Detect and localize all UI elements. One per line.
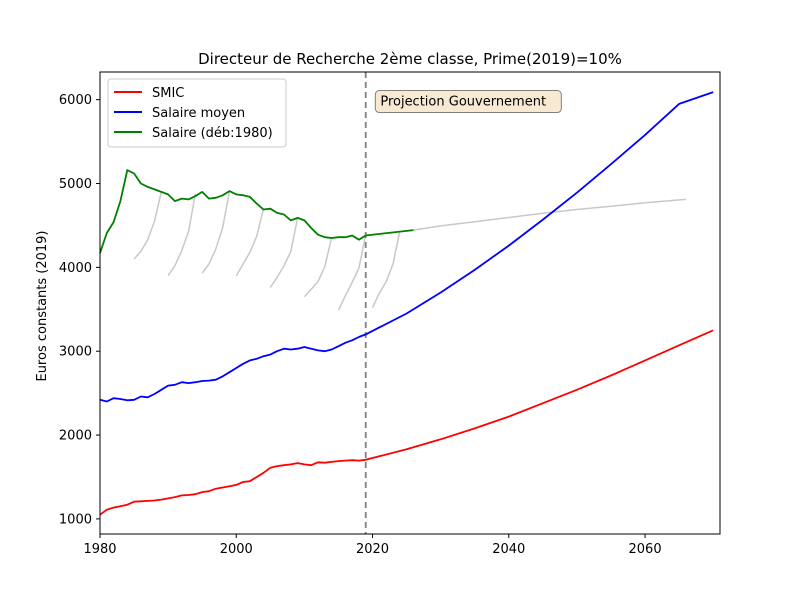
- legend-box: [107, 78, 287, 148]
- chart-title: Directeur de Recherche 2ème classe, Prim…: [198, 50, 622, 68]
- x-tick-label: 2020: [356, 542, 389, 557]
- x-tick-label: 1980: [83, 542, 116, 557]
- legend: SMIC Salaire moyen Salaire (déb:1980): [107, 78, 287, 148]
- annotation-text: Projection Gouvernement: [380, 95, 546, 110]
- gray-trajectory-line: [133, 191, 163, 260]
- y-tick-label: 3000: [59, 345, 92, 360]
- y-tick-label: 1000: [59, 512, 92, 527]
- series-line-salaire-d-b-1980: [99, 169, 414, 254]
- x-tick-label: 2060: [629, 542, 662, 557]
- annotation-box: [374, 90, 562, 114]
- y-tick-label: 5000: [59, 177, 92, 192]
- gray-trajectory-line: [413, 198, 686, 231]
- x-tick-label: 2000: [220, 542, 253, 557]
- series-line-smic: [99, 329, 714, 516]
- gray-trajectory-line: [235, 208, 265, 277]
- gray-trajectory-line: [269, 217, 299, 288]
- series-line-salaire-moyen: [99, 91, 714, 403]
- plot-area: Projection Gouvernement: [99, 72, 714, 534]
- y-tick-label: 6000: [59, 93, 92, 108]
- gray-trajectory-line: [201, 190, 231, 274]
- y-tick-label: 4000: [59, 261, 92, 276]
- gray-trajectory-line: [303, 237, 333, 298]
- gray-trajectory-line: [337, 234, 367, 311]
- legend-label: Salaire moyen: [152, 106, 245, 121]
- axes-frame: [99, 71, 721, 535]
- gray-trajectory-line: [371, 231, 401, 308]
- gray-trajectory-line: [167, 193, 197, 277]
- axes: 1980 2000 2020 2040 2060 1000 2000 3000 4000 5000…: [59, 71, 721, 557]
- y-tick-label: 2000: [59, 429, 92, 444]
- legend-label: Salaire (déb:1980): [152, 126, 273, 141]
- legend-label: SMIC: [152, 86, 184, 101]
- x-tick-label: 2040: [492, 542, 525, 557]
- y-axis-label: Euros constants (2019): [35, 230, 50, 381]
